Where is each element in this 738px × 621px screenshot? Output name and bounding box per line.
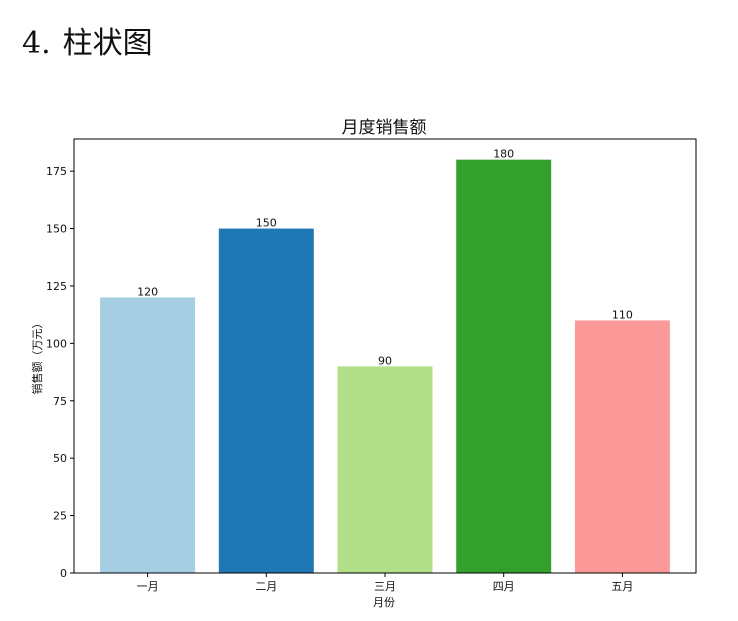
data-labels-layer: 120 150 90 180 110 [137, 148, 633, 368]
y-axis-label: 销售额（万元） [30, 318, 44, 395]
y-tick-label-6: 125 [46, 280, 67, 293]
y-tick-label-2: 25 [53, 510, 67, 523]
y-tick-label-1: 0 [60, 567, 67, 580]
y-tick-label-3: 50 [53, 452, 67, 465]
document-heading: 4. 柱状图 [22, 18, 153, 62]
x-tick-label-2: 二月 [255, 580, 277, 593]
x-tick-label-5: 五月 [611, 580, 633, 593]
bars-layer [100, 159, 670, 574]
x-axis-label: 月份 [373, 596, 395, 609]
data-label-1: 120 [137, 285, 158, 298]
x-axis: 一月 二月 三月 四月 五月 [137, 573, 633, 593]
chart-title: 月度销售额 [342, 118, 427, 138]
x-tick-label-4: 四月 [493, 580, 515, 593]
data-label-3: 90 [378, 354, 392, 367]
heading-text: 柱状图 [62, 26, 153, 61]
data-label-5: 110 [612, 308, 633, 321]
data-label-2: 150 [256, 217, 277, 230]
bar-5 [574, 320, 670, 573]
y-axis: 0 25 50 75 100 125 150 175 [46, 165, 74, 580]
bar-1 [100, 297, 196, 573]
bar-3 [337, 366, 433, 573]
bar-2 [218, 228, 314, 574]
bar-4 [456, 159, 552, 573]
y-tick-label-7: 150 [46, 223, 67, 236]
x-tick-label-1: 一月 [137, 580, 159, 593]
y-tick-label-4: 75 [53, 395, 67, 408]
data-label-4: 180 [493, 148, 514, 161]
heading-number: 4. [22, 26, 51, 61]
y-tick-label-8: 175 [46, 165, 67, 178]
y-tick-label-5: 100 [46, 337, 67, 350]
x-tick-label-3: 三月 [374, 580, 396, 593]
